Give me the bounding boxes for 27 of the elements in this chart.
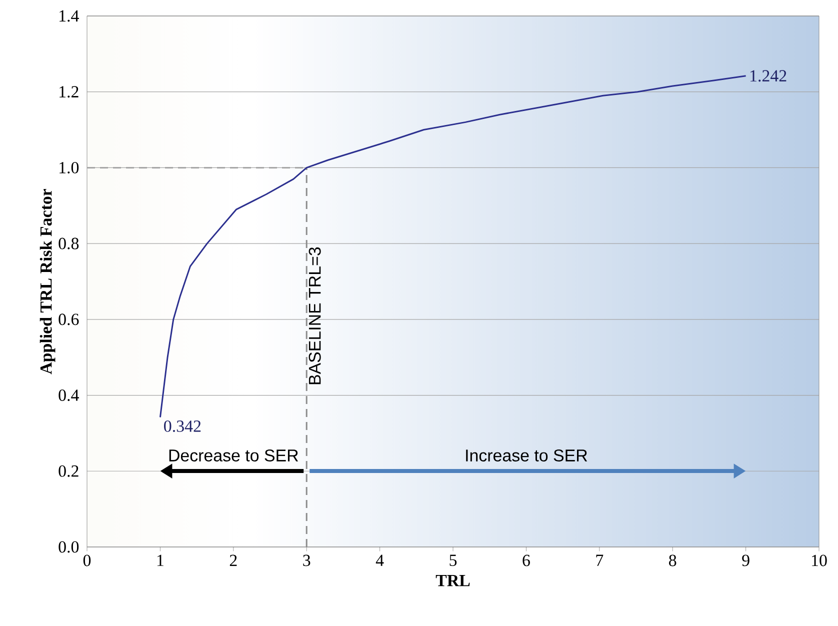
x-tick-label: 8: [669, 554, 676, 566]
y-tick-label: 1.4: [60, 10, 79, 22]
x-tick-label: 7: [596, 554, 604, 566]
x-tick-label: 2: [230, 554, 237, 566]
x-tick-label: 4: [376, 554, 384, 566]
x-tick-label: 6: [522, 554, 530, 566]
x-tick-label: 10: [812, 554, 827, 566]
x-tick-label: 5: [450, 554, 457, 566]
data-label: 1.242: [750, 70, 786, 82]
x-tick-label: 1: [157, 554, 164, 566]
x-tick-label: 9: [742, 554, 750, 566]
y-tick-label: 1.0: [60, 162, 79, 174]
y-tick-label: 0.8: [58, 238, 79, 250]
y-tick-label: 0.2: [58, 465, 78, 477]
x-tick-label: 3: [303, 554, 310, 566]
y-tick-label: 0.0: [58, 541, 79, 553]
y-tick-label: 0.6: [58, 314, 79, 326]
x-tick-label: 0: [83, 554, 91, 566]
y-tick-label: 0.4: [58, 390, 79, 402]
y-axis-title: Applied TRL Risk Factor: [40, 188, 56, 374]
annotation: Increase to SER: [466, 449, 588, 462]
data-label: 0.342: [164, 420, 201, 432]
ref-line-label: BASELINE TRL=3: [308, 247, 321, 384]
annotation: Decrease to SER: [169, 449, 298, 462]
line-series: [159, 75, 747, 418]
y-tick-label: 1.2: [60, 86, 78, 98]
x-axis-title: TRL: [436, 575, 470, 586]
